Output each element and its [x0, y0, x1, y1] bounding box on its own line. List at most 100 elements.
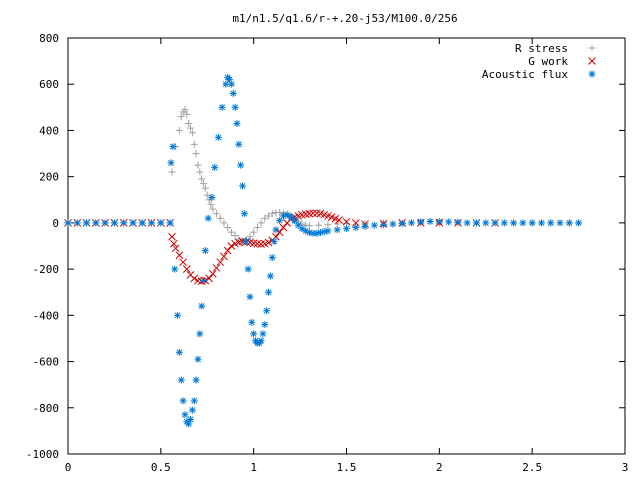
data-point [211, 163, 219, 171]
data-point [192, 376, 200, 384]
data-point [454, 218, 462, 226]
data-point [200, 277, 208, 285]
data-point [305, 209, 314, 218]
data-point [188, 129, 196, 137]
data-point [204, 214, 212, 222]
data-point [212, 264, 221, 272]
data-point [283, 211, 291, 219]
data-point [194, 355, 202, 363]
data-point [298, 225, 306, 233]
data-point [253, 224, 261, 232]
data-point [417, 218, 425, 226]
data-point [216, 258, 225, 267]
data-point [266, 272, 274, 280]
data-point [177, 376, 185, 384]
data-point [194, 161, 202, 169]
data-point [182, 265, 191, 273]
data-point [169, 239, 178, 248]
y-tick-label: -600 [33, 356, 60, 369]
data-point [229, 89, 237, 97]
data-point [190, 397, 198, 405]
data-point [248, 318, 256, 326]
y-tick-label: -800 [33, 402, 60, 415]
data-point [389, 220, 397, 228]
x-tick-label: 2 [436, 461, 443, 474]
data-point [167, 159, 175, 167]
series-layer [64, 73, 583, 428]
data-point [169, 143, 177, 151]
data-point [222, 80, 230, 88]
data-point [187, 415, 195, 423]
data-point [227, 80, 235, 88]
chart-title: m1/n1.5/q1.6/r-+.20-j53/M100.0/256 [232, 12, 457, 25]
data-point [207, 200, 215, 208]
data-point [250, 330, 258, 338]
data-point [309, 209, 317, 218]
data-point [253, 239, 262, 248]
data-point [242, 237, 250, 245]
data-point [305, 222, 313, 230]
data-point [276, 208, 284, 216]
y-tick-label: 200 [39, 171, 59, 184]
data-point [263, 307, 271, 315]
data-point [244, 265, 252, 273]
data-point [565, 219, 573, 227]
data-point [361, 222, 369, 230]
data-point [187, 124, 195, 132]
data-point [138, 219, 146, 227]
data-point [179, 397, 187, 405]
x-tick-label: 2.5 [522, 461, 542, 474]
data-point [166, 219, 174, 227]
legend-marker [588, 57, 596, 65]
data-point [445, 218, 453, 226]
data-point [196, 168, 204, 176]
data-point [246, 233, 254, 241]
data-point [276, 217, 284, 225]
data-point [407, 219, 415, 227]
data-point [177, 113, 185, 121]
y-tick-label: -400 [33, 309, 60, 322]
data-point [64, 219, 72, 227]
data-point [175, 251, 184, 260]
data-point [101, 219, 109, 227]
data-point [324, 227, 332, 235]
data-point [291, 217, 299, 225]
x-tick-label: 0 [65, 461, 72, 474]
data-point [188, 406, 196, 414]
data-point [208, 193, 216, 201]
y-tick-label: 0 [52, 217, 59, 230]
data-point [220, 219, 228, 227]
y-tick-label: 800 [39, 32, 59, 45]
data-point [491, 219, 499, 227]
data-point [257, 240, 265, 249]
data-point [335, 216, 343, 224]
x-tick-label: 1 [250, 461, 257, 474]
data-point [312, 209, 321, 218]
data-point [201, 247, 209, 255]
data-point [73, 219, 81, 227]
data-point [302, 227, 310, 235]
legend-label: Acoustic flux [482, 68, 568, 81]
data-point [231, 103, 239, 111]
data-point [265, 288, 273, 296]
data-point [352, 224, 360, 232]
data-point [83, 219, 91, 227]
y-tick-label: 400 [39, 124, 59, 137]
data-point [220, 252, 228, 261]
data-point [272, 226, 280, 234]
data-point [233, 120, 241, 128]
data-point [120, 219, 128, 227]
data-point [208, 269, 217, 278]
data-point [174, 311, 182, 319]
data-point [168, 168, 176, 176]
data-point [235, 140, 243, 148]
data-point [175, 126, 183, 134]
data-point [380, 221, 388, 229]
data-point [575, 219, 583, 227]
data-point [175, 348, 183, 356]
data-point [92, 219, 100, 227]
data-point [239, 182, 247, 190]
data-point [257, 219, 265, 227]
data-point [270, 237, 278, 245]
